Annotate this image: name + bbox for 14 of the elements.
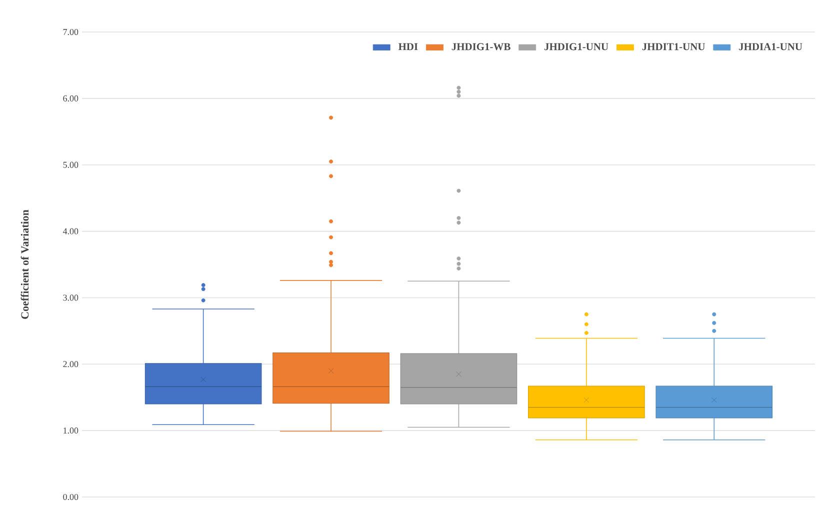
legend-label: JHDIG1-UNU	[544, 43, 608, 50]
y-tick-label: 7.00	[63, 28, 78, 36]
y-tick-label: 0.00	[63, 494, 78, 500]
y-axis-title: Coefficient of Variation	[20, 210, 29, 319]
y-tick-label: 2.00	[63, 361, 78, 368]
legend-label: JHDIG1-WB	[452, 43, 510, 50]
y-tick-label: 5.00	[63, 162, 78, 168]
legend-label: JHDIT1-UNU	[642, 43, 705, 50]
y-tick-label: 6.00	[63, 95, 78, 102]
legend-label: JHDIA1-UNU	[739, 43, 802, 50]
y-tick-label: 4.00	[62, 228, 78, 234]
legend-label: HDI	[398, 43, 418, 50]
y-tick-label: 1.00	[64, 428, 78, 434]
y-tick-label: 3.00	[63, 294, 78, 301]
